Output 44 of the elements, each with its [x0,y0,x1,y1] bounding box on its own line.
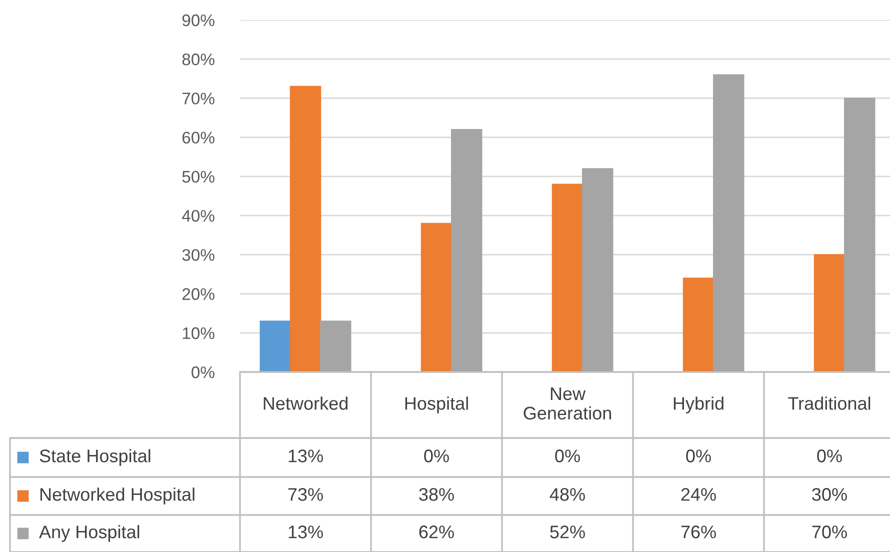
bar [320,320,352,372]
bar [451,128,482,372]
bar [682,278,714,372]
legend-label: Any Hospital [39,525,140,542]
x-tick-label: Hospital [405,396,468,414]
data-label: 38% [419,488,454,501]
y-tick-label: 50% [182,170,214,183]
bar [260,320,291,372]
data-label: 30% [812,488,847,501]
data-label: 76% [681,526,716,538]
y-tick-label: 60% [182,132,214,144]
data-label: 52% [550,526,585,538]
y-tick-label: 20% [182,288,214,300]
data-label: 62% [419,526,454,538]
data-label: 13% [288,450,323,462]
bar [844,98,876,372]
data-label: 48% [550,488,585,501]
bar [582,168,614,372]
x-tick-label: Hybrid [674,396,724,414]
data-label: 24% [681,488,716,501]
bar [552,184,584,372]
x-tick-label: Networked [264,396,348,410]
x-tick-label: New Generation [524,388,611,420]
y-tick-label: 30% [182,249,214,261]
x-tick-label: Traditional [788,396,870,410]
data-label: 0% [424,450,449,462]
bar [420,222,452,372]
data-label: 73% [288,488,323,501]
bar [814,254,846,372]
data-label: 0% [817,450,842,462]
y-tick-label: 80% [182,54,214,66]
data-label: 0% [686,450,711,462]
y-tick-label: 0% [192,366,214,378]
data-label: 70% [812,526,847,538]
bar [713,74,744,372]
data-label: 0% [555,450,580,462]
y-tick-label: 70% [182,92,214,104]
legend-label: Networked Hospital [40,488,194,504]
bar [290,86,322,372]
legend-label: State Hospital [40,449,150,466]
data-label: 13% [288,526,323,538]
y-tick-label: 90% [182,14,214,26]
y-tick-label: 40% [182,210,214,222]
y-tick-label: 10% [182,327,214,340]
